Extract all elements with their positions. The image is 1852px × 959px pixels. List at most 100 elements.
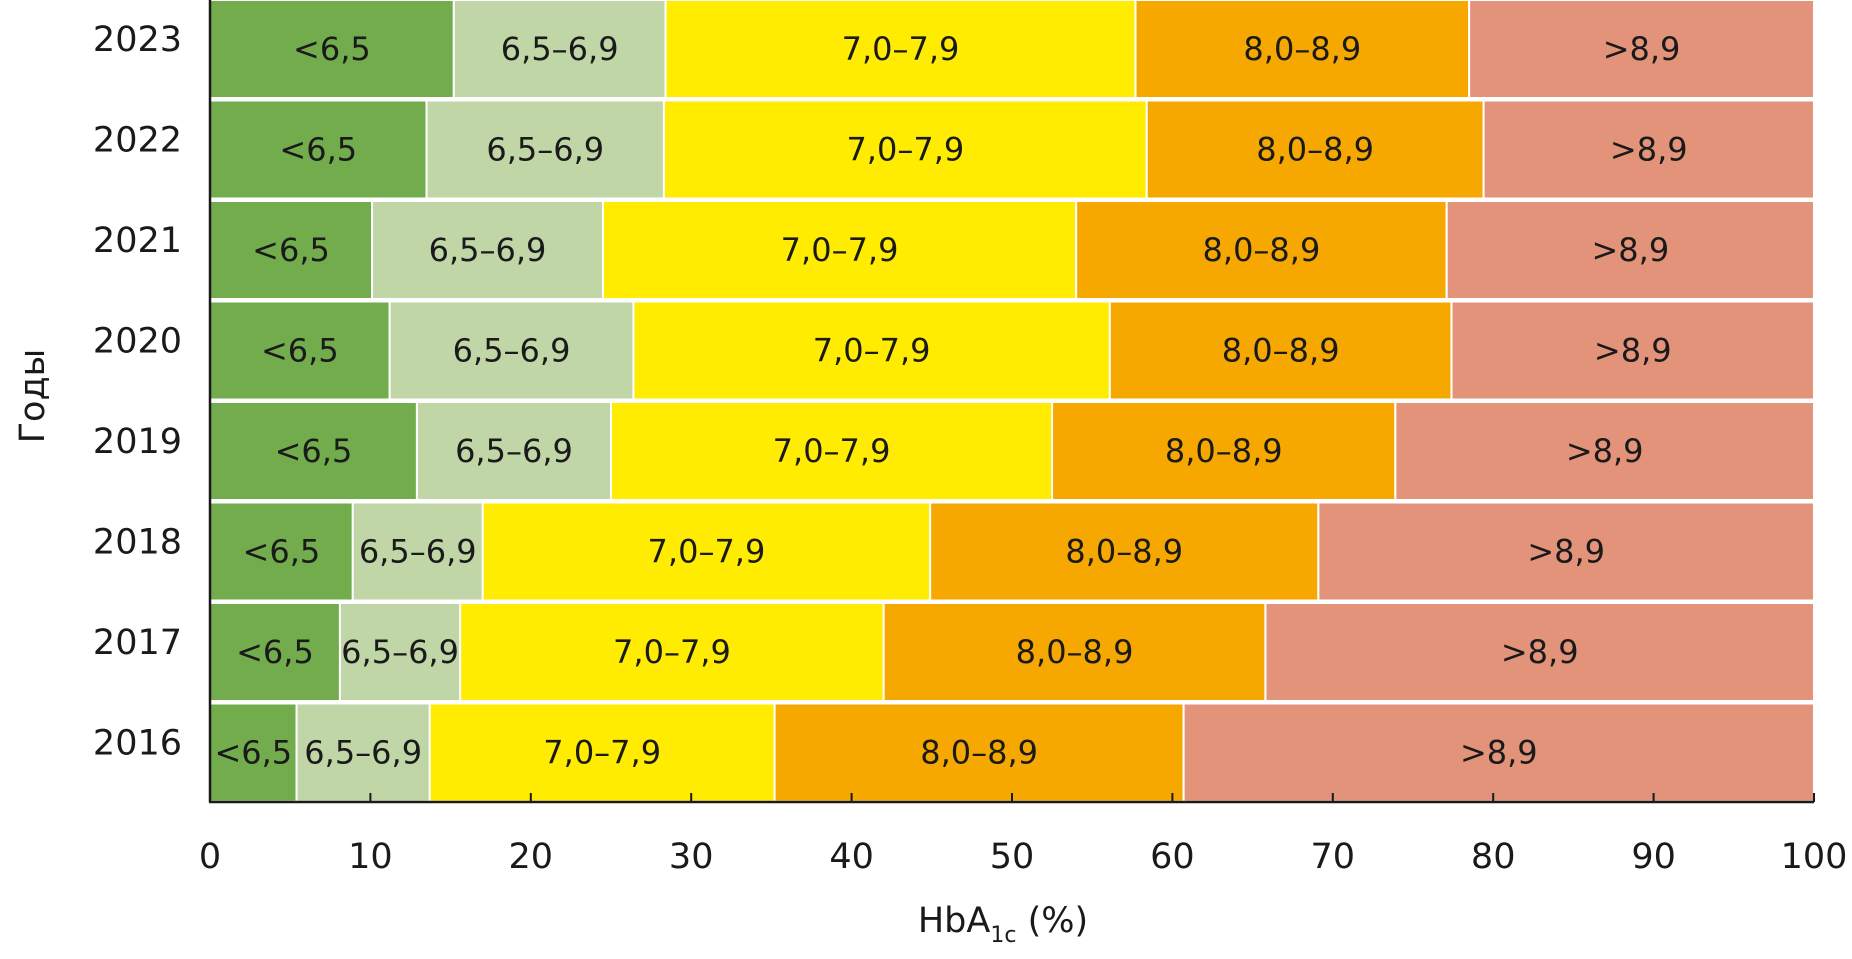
data-label-2019-7-0-7-9: 7,0–7,9 xyxy=(773,432,891,470)
y-tick-label-2017: 2017 xyxy=(93,623,182,663)
data-label-2019-6-5-6-9: 6,5–6,9 xyxy=(455,432,573,470)
data-label-2017-gt-8-9: >8,9 xyxy=(1501,633,1579,671)
data-label-2023-gt-8-9: >8,9 xyxy=(1603,30,1681,68)
bar-2020-7-0-7-9 xyxy=(632,300,1111,401)
data-label-2018-gt-8-9: >8,9 xyxy=(1527,533,1605,571)
data-label-2019-lt-6-5: <6,5 xyxy=(275,432,353,470)
data-label-2020-6-5-6-9: 6,5–6,9 xyxy=(453,332,571,370)
data-label-2020-gt-8-9: >8,9 xyxy=(1594,332,1672,370)
y-tick-label-2016: 2016 xyxy=(93,724,182,764)
bar-2020-6-5-6-9 xyxy=(388,300,635,401)
data-label-2021-7-0-7-9: 7,0–7,9 xyxy=(781,231,899,269)
bar-2016-gt-8-9 xyxy=(1182,702,1816,803)
y-axis-title: Годы xyxy=(13,349,53,444)
bar-2016-7-0-7-9 xyxy=(428,702,776,803)
x-tick-label-40: 40 xyxy=(829,837,874,877)
data-label-2022-gt-8-9: >8,9 xyxy=(1610,131,1688,169)
x-tick-label-0: 0 xyxy=(199,837,221,877)
bar-2022-6-5-6-9 xyxy=(425,99,665,200)
bar-2020-8-0-8-9 xyxy=(1108,300,1453,401)
bar-2021-gt-8-9 xyxy=(1445,200,1815,300)
bar-2018-6-5-6-9 xyxy=(351,501,484,602)
data-label-2017-7-0-7-9: 7,0–7,9 xyxy=(613,633,731,671)
bar-2022-7-0-7-9 xyxy=(662,99,1148,200)
bars-layer xyxy=(209,0,1816,803)
data-label-2017-8-0-8-9: 8,0–8,9 xyxy=(1016,633,1134,671)
data-label-2020-lt-6-5: <6,5 xyxy=(261,332,339,370)
data-label-2021-gt-8-9: >8,9 xyxy=(1591,231,1669,269)
x-tick-label-20: 20 xyxy=(509,837,554,877)
text-layer: <6,5 6,5–6,9 7,0–7,9 8,0–8,9 >8,9 2023 <6,5 6,5… xyxy=(13,20,1847,948)
data-label-2021-8-0-8-9: 8,0–8,9 xyxy=(1203,231,1321,269)
data-label-2023-8-0-8-9: 8,0–8,9 xyxy=(1243,30,1361,68)
data-label-2020-8-0-8-9: 8,0–8,9 xyxy=(1222,332,1340,370)
bar-2018-7-0-7-9 xyxy=(481,501,932,602)
x-tick-label-70: 70 xyxy=(1311,837,1356,877)
data-label-2018-lt-6-5: <6,5 xyxy=(243,533,321,571)
data-label-2016-6-5-6-9: 6,5–6,9 xyxy=(304,734,422,772)
data-label-2023-6-5-6-9: 6,5–6,9 xyxy=(501,30,619,68)
bar-2023-8-0-8-9 xyxy=(1134,0,1471,99)
data-label-2021-lt-6-5: <6,5 xyxy=(252,231,330,269)
x-axis-title-subscript: 1c xyxy=(990,923,1016,948)
bar-2023-6-5-6-9 xyxy=(452,0,667,99)
bar-2016-8-0-8-9 xyxy=(773,702,1185,803)
data-label-2020-7-0-7-9: 7,0–7,9 xyxy=(813,332,931,370)
bar-2019-6-5-6-9 xyxy=(415,401,612,501)
data-label-2016-7-0-7-9: 7,0–7,9 xyxy=(543,734,661,772)
bar-2017-8-0-8-9 xyxy=(882,602,1267,702)
bar-2019-lt-6-5 xyxy=(209,401,418,501)
bar-2019-7-0-7-9 xyxy=(610,401,1054,501)
data-label-2023-lt-6-5: <6,5 xyxy=(293,30,371,68)
x-tick-label-80: 80 xyxy=(1471,837,1516,877)
bar-2018-lt-6-5 xyxy=(209,501,354,602)
axes-layer xyxy=(208,0,1815,804)
x-tick-label-100: 100 xyxy=(1781,837,1848,877)
bar-2019-8-0-8-9 xyxy=(1051,401,1397,501)
bar-2020-lt-6-5 xyxy=(209,300,391,401)
x-tick-label-50: 50 xyxy=(990,837,1035,877)
data-label-2017-6-5-6-9: 6,5–6,9 xyxy=(341,633,459,671)
data-label-2021-6-5-6-9: 6,5–6,9 xyxy=(429,231,547,269)
y-tick-label-2018: 2018 xyxy=(93,523,182,563)
data-label-2016-lt-6-5: <6,5 xyxy=(214,734,292,772)
data-label-2022-7-0-7-9: 7,0–7,9 xyxy=(846,131,964,169)
bar-2020-gt-8-9 xyxy=(1450,300,1815,401)
data-label-2023-7-0-7-9: 7,0–7,9 xyxy=(842,30,960,68)
bar-2018-gt-8-9 xyxy=(1317,501,1815,602)
bar-2019-gt-8-9 xyxy=(1394,401,1815,501)
data-label-2018-8-0-8-9: 8,0–8,9 xyxy=(1065,533,1183,571)
bar-2017-7-0-7-9 xyxy=(459,602,885,702)
data-label-2019-8-0-8-9: 8,0–8,9 xyxy=(1165,432,1283,470)
x-tick-label-90: 90 xyxy=(1631,837,1676,877)
bar-2022-gt-8-9 xyxy=(1482,99,1816,200)
bar-2016-lt-6-5 xyxy=(209,702,298,803)
x-axis-title: HbA1c (%) xyxy=(918,901,1088,948)
x-tick-label-10: 10 xyxy=(348,837,393,877)
bar-2023-7-0-7-9 xyxy=(664,0,1137,99)
data-label-2017-lt-6-5: <6,5 xyxy=(236,633,314,671)
bar-2023-gt-8-9 xyxy=(1468,0,1815,99)
data-label-2022-6-5-6-9: 6,5–6,9 xyxy=(486,131,604,169)
bar-2017-gt-8-9 xyxy=(1264,602,1815,702)
y-tick-label-2020: 2020 xyxy=(93,322,182,362)
y-tick-label-2021: 2021 xyxy=(93,221,182,261)
data-label-2016-8-0-8-9: 8,0–8,9 xyxy=(920,734,1038,772)
y-tick-label-2023: 2023 xyxy=(93,20,182,60)
bar-2021-7-0-7-9 xyxy=(601,200,1078,300)
data-label-2022-8-0-8-9: 8,0–8,9 xyxy=(1256,131,1374,169)
data-label-2018-7-0-7-9: 7,0–7,9 xyxy=(648,533,766,571)
data-label-2022-lt-6-5: <6,5 xyxy=(279,131,357,169)
bar-2021-8-0-8-9 xyxy=(1075,200,1448,300)
x-tick-label-60: 60 xyxy=(1150,837,1195,877)
data-label-2016-gt-8-9: >8,9 xyxy=(1460,734,1538,772)
data-label-2019-gt-8-9: >8,9 xyxy=(1566,432,1644,470)
y-tick-label-2022: 2022 xyxy=(93,121,182,161)
y-tick-label-2019: 2019 xyxy=(93,422,182,462)
data-label-2018-6-5-6-9: 6,5–6,9 xyxy=(359,533,477,571)
bar-2023-lt-6-5 xyxy=(209,0,455,99)
bar-2017-6-5-6-9 xyxy=(338,602,462,702)
x-tick-label-30: 30 xyxy=(669,837,714,877)
